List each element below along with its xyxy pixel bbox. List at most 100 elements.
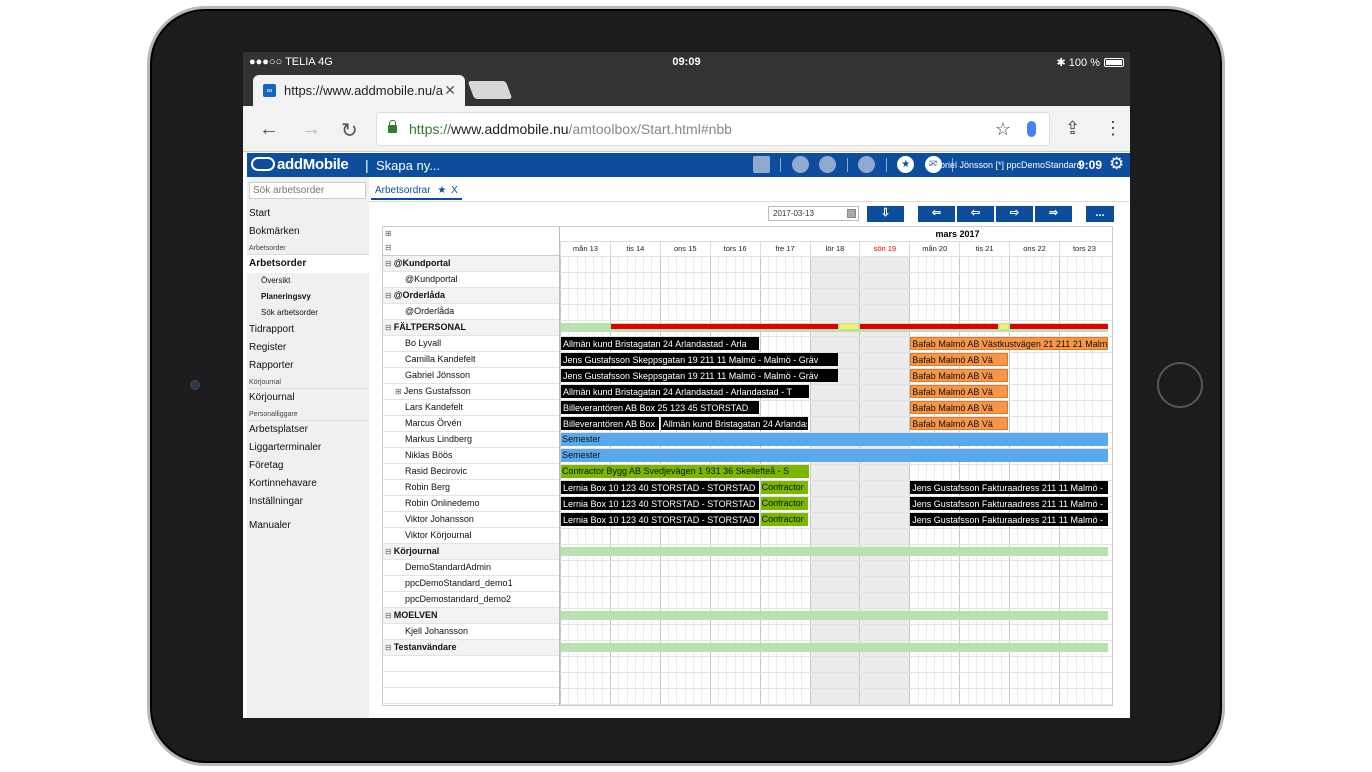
resource-row[interactable]: Niklas Böös (383, 448, 559, 464)
resource-row[interactable]: ppcDemoStandard_demo1 (383, 576, 559, 592)
workorder-bar[interactable]: Billeverantören AB Box (561, 417, 659, 430)
forward-arrow-icon[interactable]: → (301, 118, 321, 140)
expand-all-icon[interactable]: ⊞ (385, 229, 392, 238)
gear-icon[interactable]: ⚙ (1109, 154, 1125, 173)
group-row[interactable]: ⊟ MOELVEN (383, 608, 559, 624)
workorder-bar[interactable]: Contractor (760, 513, 809, 526)
back-arrow-icon[interactable]: ← (259, 118, 279, 140)
collapse-icon[interactable]: ⊟ (385, 259, 392, 268)
tab-close-icon[interactable]: X (451, 185, 458, 196)
resource-row[interactable]: ⊞ Jens Gustafsson (383, 384, 559, 400)
workorder-bar[interactable]: Allmän kund Bristagatan 24 Arlandastad -… (561, 337, 759, 350)
day-header[interactable]: tis 21 (959, 242, 1009, 256)
capacity-bar[interactable] (840, 324, 859, 329)
favorite-star-icon[interactable]: ★ (897, 156, 915, 174)
collapse-icon[interactable]: ⊟ (385, 323, 392, 332)
group-row[interactable]: ⊟ @Kundportal (383, 256, 559, 272)
reload-icon[interactable]: ↻ (341, 120, 358, 142)
day-header[interactable]: ons 15 (659, 242, 710, 256)
capacity-bar[interactable] (561, 643, 1108, 652)
print-icon[interactable] (858, 156, 876, 174)
workorder-bar[interactable]: Bafab Malmö AB Vä (910, 401, 1009, 414)
capacity-bar[interactable] (1010, 324, 1108, 329)
day-header[interactable]: tors 16 (709, 242, 760, 256)
sidebar-item-journal[interactable]: Körjournal (249, 392, 295, 403)
calendar-icon[interactable] (847, 209, 856, 218)
resource-row[interactable]: Kjell Johansson (383, 624, 559, 640)
day-header[interactable]: tis 14 (609, 242, 660, 256)
sidebar-item-overview[interactable]: Översikt (261, 276, 291, 285)
resource-row[interactable]: Viktor Johansson (383, 512, 559, 528)
workorder-bar[interactable]: Billeverantören AB Box 25 123 45 STORSTA… (561, 401, 759, 414)
resource-row[interactable]: Robin Onlinedemo (383, 496, 559, 512)
resource-row[interactable]: Lars Kandefelt (383, 400, 559, 416)
workorder-bar[interactable]: Bafab Malmö AB Vä (910, 353, 1009, 366)
resource-row[interactable]: Camilla Kandefelt (383, 352, 559, 368)
scroll-down-button[interactable]: ⇩ (867, 206, 904, 222)
workorder-bar[interactable]: Contractor (760, 497, 809, 510)
group-row[interactable]: ⊟ Körjournal (383, 544, 559, 560)
day-header[interactable]: fre 17 (759, 242, 810, 256)
workorder-bar[interactable]: Lernia Box 10 123 40 STORSTAD - STORSTAD (561, 497, 759, 510)
resource-row[interactable]: DemoStandardAdmin (383, 560, 559, 576)
sidebar-item-planning[interactable]: Planeringsvy (261, 292, 311, 301)
resource-row[interactable]: Marcus Örvén (383, 416, 559, 432)
resource-row[interactable]: Markus Lindberg (383, 432, 559, 448)
close-icon[interactable]: ✕ (444, 82, 456, 98)
addmobile-logo[interactable]: addMobile (251, 156, 349, 173)
sidebar-item-workplaces[interactable]: Arbetsplatser (249, 424, 308, 435)
sidebar-item-timereport[interactable]: Tidrapport (249, 324, 295, 335)
sidebar-item-settings[interactable]: Inställningar (249, 496, 303, 507)
resource-row[interactable]: Robin Berg (383, 480, 559, 496)
first-page-button[interactable]: ⇐ (918, 206, 955, 222)
sidebar-item-company[interactable]: Företag (249, 460, 284, 471)
search-workorder-input[interactable] (249, 182, 366, 199)
group-row[interactable]: ⊟ FÄLTPERSONAL (383, 320, 559, 336)
day-header[interactable]: lör 18 (809, 242, 860, 256)
share-icon[interactable]: ⇪ (1065, 118, 1081, 138)
workorder-bar[interactable]: Jens Gustafsson Fakturaadress 211 11 Mal… (910, 481, 1108, 494)
prev-page-button[interactable]: ⇦ (957, 206, 994, 222)
user-name[interactable]: Gabriel Jönsson [*] ppcDemoStandard (928, 160, 1082, 170)
day-header[interactable]: tors 23 (1059, 242, 1109, 256)
workorder-bar[interactable]: Bafab Malmö AB Västkustvägen 21 211 21 M… (910, 337, 1108, 350)
day-header[interactable]: mån 20 (909, 242, 959, 256)
workorder-bar[interactable]: Contractor (760, 481, 809, 494)
workorder-bar[interactable]: Jens Gustafsson Skeppsgatan 19 211 11 Ma… (561, 369, 839, 382)
workorder-bar[interactable]: Jens Gustafsson Skeppsgatan 19 211 11 Ma… (561, 353, 839, 366)
create-new-button[interactable]: Skapa ny... (376, 158, 441, 173)
collapse-icon[interactable]: ⊟ (385, 291, 392, 300)
day-header[interactable]: sön 19 (859, 242, 909, 256)
sidebar-item-register[interactable]: Register (249, 342, 287, 353)
collapse-all-icon[interactable]: ⊟ (385, 243, 392, 252)
address-bar[interactable]: https://www.addmobile.nu/amtoolbox/Start… (376, 112, 1050, 146)
collapse-icon[interactable]: ⊟ (385, 611, 392, 620)
capacity-bar[interactable] (561, 547, 1108, 556)
next-page-button[interactable]: ⇨ (996, 206, 1033, 222)
sidebar-item-search-workorder[interactable]: Sök arbetsorder (261, 308, 318, 317)
resource-row[interactable]: Viktor Körjournal (383, 528, 559, 544)
capacity-bar[interactable] (1000, 324, 1009, 329)
group-row[interactable]: ⊟ @Orderlåda (383, 288, 559, 304)
workorder-bar[interactable]: Allmän kund Bristagatan 24 Arlandastad -… (561, 385, 809, 398)
workorder-bar[interactable]: Jens Gustafsson Fakturaadress 211 11 Mal… (910, 513, 1108, 526)
sidebar-item-workorder[interactable]: Arbetsorder (247, 255, 369, 273)
capacity-bar[interactable] (561, 611, 1108, 620)
home-button[interactable] (1157, 362, 1203, 408)
save-icon[interactable] (753, 156, 770, 174)
collapse-icon[interactable]: ⊟ (385, 547, 392, 556)
redo-icon[interactable] (819, 156, 837, 174)
workorder-bar[interactable]: Bafab Malmö AB Vä (910, 417, 1009, 430)
workorder-bar[interactable]: Bafab Malmö AB Vä (910, 369, 1009, 382)
date-field[interactable]: 2017-03-13 (768, 206, 859, 221)
sidebar-item-bookmarks[interactable]: Bokmärken (249, 226, 300, 237)
browser-tab[interactable]: ∞ https://www.addmobile.nu/a ✕ (253, 75, 465, 106)
mail-icon[interactable]: ✉ (924, 156, 942, 174)
resource-row[interactable]: Bo Lyvall (383, 336, 559, 352)
collapse-icon[interactable]: ⊟ (385, 643, 392, 652)
more-button[interactable]: ... (1086, 206, 1114, 222)
menu-dots-icon[interactable]: ⋮ (1104, 118, 1122, 138)
workorder-bar[interactable]: Contractor Bygg AB Svedjevägen 1 931 36 … (561, 465, 809, 478)
workorder-bar[interactable]: Jens Gustafsson Fakturaadress 211 11 Mal… (910, 497, 1108, 510)
tab-workorders[interactable]: Arbetsordrar ★ X (371, 180, 462, 200)
